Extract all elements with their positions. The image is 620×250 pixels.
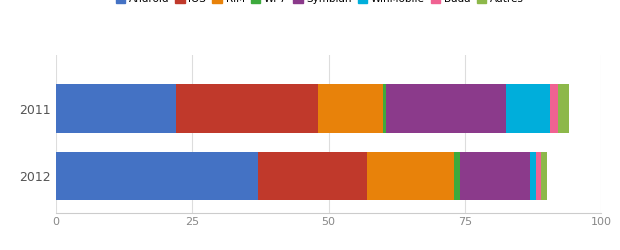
Bar <box>558 84 569 133</box>
Bar <box>56 152 258 200</box>
Bar <box>56 84 176 133</box>
Bar <box>536 152 541 200</box>
Bar <box>541 152 547 200</box>
Bar <box>454 152 459 200</box>
Bar <box>549 84 558 133</box>
Bar <box>506 84 549 133</box>
Bar <box>367 152 454 200</box>
Bar <box>258 152 367 200</box>
Bar <box>176 84 317 133</box>
Bar <box>386 84 506 133</box>
Bar <box>383 84 386 133</box>
Bar <box>459 152 531 200</box>
Legend: Android, iOS, RIM, WP7, Symbian, WinMobile, Bada, Autres: Android, iOS, RIM, WP7, Symbian, WinMobi… <box>115 0 524 4</box>
Bar <box>317 84 383 133</box>
Bar <box>531 152 536 200</box>
